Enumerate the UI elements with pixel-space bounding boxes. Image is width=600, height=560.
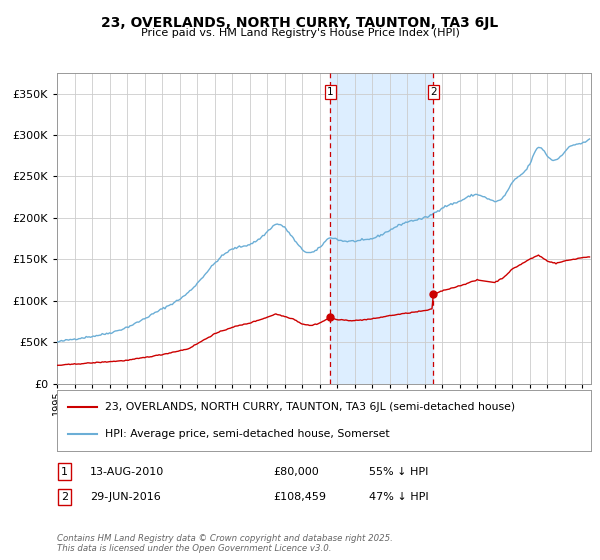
Text: 23, OVERLANDS, NORTH CURRY, TAUNTON, TA3 6JL (semi-detached house): 23, OVERLANDS, NORTH CURRY, TAUNTON, TA3… (105, 402, 515, 412)
Text: 47% ↓ HPI: 47% ↓ HPI (369, 492, 428, 502)
Text: 1: 1 (327, 87, 334, 97)
Text: £108,459: £108,459 (273, 492, 326, 502)
Text: 1: 1 (61, 466, 68, 477)
Text: 55% ↓ HPI: 55% ↓ HPI (369, 466, 428, 477)
Text: 23, OVERLANDS, NORTH CURRY, TAUNTON, TA3 6JL: 23, OVERLANDS, NORTH CURRY, TAUNTON, TA3… (101, 16, 499, 30)
Text: HPI: Average price, semi-detached house, Somerset: HPI: Average price, semi-detached house,… (105, 430, 389, 440)
Text: 2: 2 (61, 492, 68, 502)
Text: 13-AUG-2010: 13-AUG-2010 (90, 466, 164, 477)
Text: 29-JUN-2016: 29-JUN-2016 (90, 492, 161, 502)
Text: 2: 2 (430, 87, 437, 97)
Text: Contains HM Land Registry data © Crown copyright and database right 2025.
This d: Contains HM Land Registry data © Crown c… (57, 534, 393, 553)
Text: £80,000: £80,000 (273, 466, 319, 477)
Text: Price paid vs. HM Land Registry's House Price Index (HPI): Price paid vs. HM Land Registry's House … (140, 28, 460, 38)
Bar (331, 73, 433, 384)
